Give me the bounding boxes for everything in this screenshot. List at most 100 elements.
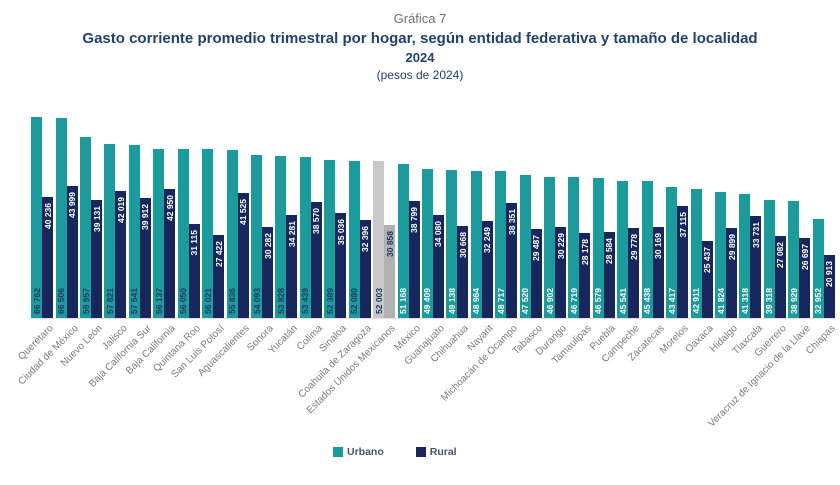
bar-urbano: 55 836 (226, 150, 238, 318)
bar-urbano: 54 093 (251, 155, 262, 318)
bar-group: 49 138 30 668 (445, 170, 469, 318)
bar-rural-value: 43 999 (67, 192, 78, 218)
bar-rural-value: 40 236 (42, 203, 53, 229)
bar-rural-value: 25 437 (702, 247, 713, 273)
bar-rural: 20 913 (823, 255, 835, 318)
chart-number: Gráfica 7 (393, 11, 447, 26)
bar-group: 48 964 32 249 (470, 171, 494, 318)
bar-group: 53 439 38 570 (299, 157, 323, 318)
bar-urbano-value: 45 541 (617, 288, 628, 314)
bar-urbano: 56 021 (202, 149, 214, 318)
bar-group: 57 821 42 019 (103, 144, 127, 318)
bar-rural: 42 019 (115, 191, 127, 318)
bar-urbano: 42 911 (690, 189, 702, 318)
bar-rural: 25 437 (701, 241, 713, 318)
bar-group: 41 318 33 731 (738, 194, 762, 318)
bar-urbano-value: 59 957 (80, 288, 91, 314)
bar-urbano-value: 46 902 (544, 288, 555, 314)
bar-rural-value: 34 080 (433, 221, 444, 247)
bar-urbano: 41 318 (739, 194, 751, 318)
bar-rural: 27 082 (774, 236, 786, 318)
bar-urbano-value: 53 828 (275, 288, 286, 314)
bar-urbano-value: 43 417 (666, 288, 677, 314)
bar-rural: 30 668 (457, 226, 469, 318)
bar-urbano-value: 45 438 (642, 288, 653, 314)
bar-urbano-value: 47 520 (520, 288, 531, 314)
bar-urbano: 66 506 (55, 118, 67, 318)
bar-group: 66 506 43 999 (54, 118, 78, 318)
bar-rural: 38 351 (506, 203, 518, 318)
bar-rural-value: 32 396 (360, 226, 371, 252)
bar-urbano-value: 56 050 (178, 288, 189, 314)
bar-group: 32 952 20 913 (812, 219, 836, 318)
bar-rural-value: 41 525 (238, 199, 249, 225)
chart-header: Gráfica 7 Gasto corriente promedio trime… (0, 11, 840, 82)
bar-rural: 43 999 (66, 186, 78, 318)
bar-urbano-value: 46 579 (593, 288, 604, 314)
bar-group: 51 168 38 799 (396, 164, 420, 318)
legend-item-urbano: Urbano (333, 446, 384, 458)
bar-urbano-value: 56 137 (153, 288, 164, 314)
bar-urbano-value: 51 168 (398, 288, 409, 314)
bar-rural-value: 30 169 (653, 233, 664, 259)
bar-rural: 27 422 (213, 235, 225, 318)
bar-rural: 28 584 (603, 232, 615, 318)
bar-rural-value: 39 912 (140, 204, 151, 230)
bar-rural-value: 29 899 (726, 234, 737, 260)
legend-item-rural: Rural (415, 446, 457, 458)
bar-rural: 37 115 (677, 206, 689, 318)
bar-urbano-value: 53 439 (300, 288, 311, 314)
bar-group: 52 003 30 858 (372, 161, 396, 318)
legend: Urbano Rural (333, 446, 457, 458)
bar-rural-value: 29 778 (628, 234, 639, 260)
bar-rural-value: 31 115 (189, 230, 200, 256)
bar-group: 48 717 38 351 (494, 171, 518, 318)
bar-rural: 29 487 (530, 229, 542, 318)
bar-group: 53 828 34 281 (274, 156, 298, 318)
bar-urbano-value: 57 821 (104, 288, 115, 314)
bar-rural: 34 080 (432, 215, 444, 318)
legend-label-urbano: Urbano (347, 446, 384, 458)
bar-group: 56 021 27 422 (201, 149, 225, 318)
bar-rural: 38 799 (408, 201, 420, 318)
bar-group: 46 719 28 178 (567, 177, 591, 318)
bar-urbano-value: 38 929 (788, 288, 799, 314)
bar-group: 41 824 29 899 (714, 192, 738, 318)
bar-urbano-value: 55 836 (227, 288, 238, 314)
bar-group: 55 836 41 525 (225, 150, 249, 318)
bar-rural: 33 731 (750, 216, 762, 318)
bar-rural: 26 697 (799, 238, 811, 318)
bar-rural-value: 38 799 (409, 207, 420, 233)
bar-urbano: 41 824 (715, 192, 727, 318)
bar-urbano: 48 964 (470, 171, 482, 318)
bar-urbano-value: 56 021 (202, 288, 213, 314)
bar-urbano-value: 52 389 (324, 288, 335, 314)
bar-rural-value: 30 282 (262, 233, 273, 259)
bar-urbano: 52 080 (348, 161, 360, 318)
bar-rural: 32 249 (481, 221, 493, 318)
bar-urbano: 46 902 (544, 177, 556, 318)
bar-urbano: 56 137 (153, 149, 165, 318)
bar-rural-value: 42 950 (164, 195, 175, 221)
bar-rural: 40 236 (42, 197, 54, 318)
chart-units: (pesos de 2024) (376, 68, 464, 82)
bar-urbano: 51 168 (397, 164, 409, 318)
bar-rural-value: 27 082 (775, 242, 786, 268)
plot-area: 66 762 40 236 66 506 43 999 59 957 39 131 57 8… (30, 115, 836, 319)
bar-group: 43 417 37 115 (665, 187, 689, 318)
bar-rural-value: 38 570 (311, 208, 322, 234)
bar-urbano: 48 717 (495, 171, 507, 318)
bar-rural: 39 131 (91, 200, 103, 318)
bar-urbano: 46 579 (592, 178, 604, 318)
bar-rural-value: 34 281 (286, 221, 297, 247)
bar-group: 38 929 26 697 (787, 201, 811, 318)
bar-rural: 31 115 (188, 224, 200, 318)
bar-urbano: 56 050 (177, 149, 189, 318)
chart-title: Gasto corriente promedio trimestral por … (82, 30, 758, 47)
bar-rural: 41 525 (237, 193, 249, 318)
bar-rural: 35 036 (335, 213, 347, 318)
bar-rural: 30 282 (262, 227, 273, 318)
bar-rural-value: 33 731 (750, 222, 761, 248)
bar-rural-value: 29 487 (531, 235, 542, 261)
